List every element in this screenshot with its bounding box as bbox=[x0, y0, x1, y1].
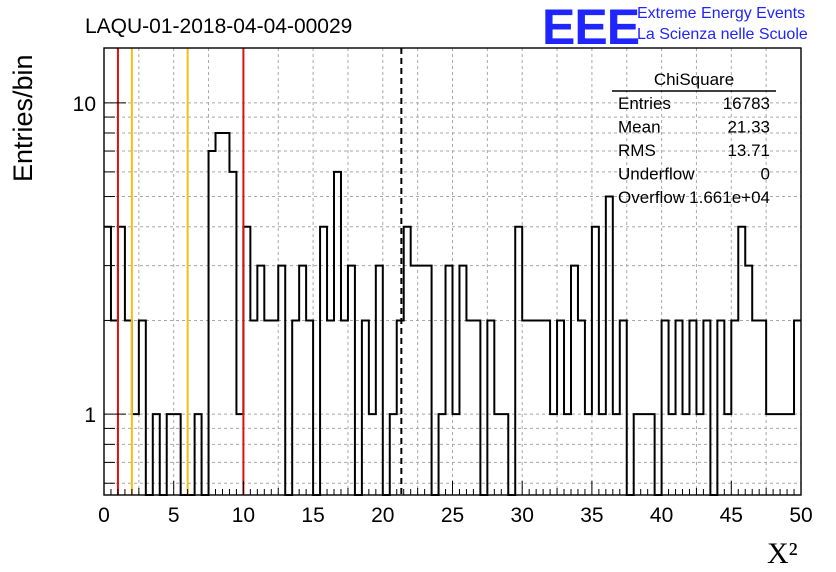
histogram-bin bbox=[229, 172, 236, 495]
histogram-bin bbox=[362, 320, 369, 495]
histogram-bin bbox=[738, 227, 745, 495]
histogram-bin bbox=[676, 320, 683, 495]
histogram-bin bbox=[397, 320, 404, 495]
histogram-bin bbox=[425, 266, 432, 495]
logo-line-2: La Scienza nelle Scuole bbox=[637, 26, 808, 43]
histogram-bin bbox=[125, 320, 132, 495]
histogram-bin bbox=[278, 266, 285, 495]
x-tick-label: 0 bbox=[98, 504, 110, 527]
x-tick-label: 30 bbox=[511, 504, 534, 527]
histogram-bin bbox=[327, 320, 334, 495]
stats-box: ChiSquare Entries 16783 Mean 21.33 RMS 13.71 U… bbox=[612, 70, 776, 207]
histogram-bin bbox=[446, 266, 453, 495]
stats-label: Mean bbox=[618, 118, 661, 137]
logo-line-1: Extreme Energy Events bbox=[637, 5, 805, 22]
axis-ticks: 0 5 10 15 20 25 30 35 40 45 50 1 10 bbox=[73, 93, 813, 527]
x-axis-label: X² bbox=[767, 537, 798, 570]
histogram-bin bbox=[703, 320, 710, 495]
histogram-bin bbox=[794, 320, 801, 495]
x-tick-label: 20 bbox=[371, 504, 394, 527]
histogram-bin bbox=[459, 266, 466, 495]
stats-label: Entries bbox=[618, 94, 671, 113]
histogram-bin bbox=[250, 320, 257, 495]
stats-value: 13.71 bbox=[727, 141, 770, 160]
histogram-bin bbox=[571, 266, 578, 495]
stats-label: Underflow bbox=[618, 165, 695, 184]
stats-title: ChiSquare bbox=[654, 70, 734, 89]
histogram-bin bbox=[536, 320, 543, 495]
y-axis-label: Entries/bin bbox=[8, 54, 38, 182]
histogram-bin bbox=[759, 320, 766, 495]
histogram-bin bbox=[118, 227, 125, 495]
histogram-bin bbox=[487, 320, 494, 495]
x-tick-label: 10 bbox=[232, 504, 255, 527]
histogram-bin bbox=[334, 172, 341, 495]
x-tick-label: 45 bbox=[720, 504, 743, 527]
histogram-bin bbox=[418, 266, 425, 495]
histogram-bin bbox=[529, 320, 536, 495]
histogram-outline bbox=[104, 131, 801, 496]
marker-lines bbox=[116, 48, 403, 495]
x-tick-label: 25 bbox=[441, 504, 464, 527]
histogram-bin bbox=[216, 133, 223, 495]
histogram-bin bbox=[264, 320, 271, 495]
histogram-bin bbox=[306, 320, 313, 495]
histogram-bin bbox=[222, 133, 229, 495]
y-tick-label: 10 bbox=[73, 93, 96, 116]
histogram-bin bbox=[606, 197, 613, 495]
x-tick-label: 50 bbox=[789, 504, 812, 527]
y-tick-label: 1 bbox=[84, 404, 96, 427]
histogram-bin bbox=[411, 266, 418, 495]
x-tick-label: 5 bbox=[168, 504, 180, 527]
x-tick-label: 15 bbox=[301, 504, 324, 527]
histogram-bin bbox=[620, 320, 627, 495]
histogram-bars bbox=[104, 131, 801, 496]
histogram-bin bbox=[271, 320, 278, 495]
x-tick-label: 35 bbox=[580, 504, 603, 527]
histogram-bin bbox=[522, 320, 529, 495]
histogram-bin bbox=[341, 320, 348, 495]
stats-value: 21.33 bbox=[727, 118, 770, 137]
histogram-bin bbox=[348, 266, 355, 495]
histogram-bin bbox=[473, 320, 480, 495]
stats-value: 1.661e+04 bbox=[689, 188, 770, 207]
histogram-bin bbox=[404, 227, 411, 495]
stats-value: 16783 bbox=[723, 94, 770, 113]
histogram-bin bbox=[299, 266, 306, 495]
histogram-bin bbox=[111, 320, 118, 495]
histogram-bin bbox=[662, 320, 669, 495]
histogram-bin bbox=[578, 320, 585, 495]
logo-mark: EEE bbox=[542, 0, 639, 55]
histogram-bin bbox=[320, 227, 327, 495]
histogram-bin bbox=[717, 320, 724, 495]
histogram-bin bbox=[752, 320, 759, 495]
histogram-bin bbox=[592, 227, 599, 495]
histogram-bin bbox=[292, 320, 299, 495]
histogram-bin bbox=[243, 227, 250, 495]
histogram-bin bbox=[557, 320, 564, 495]
histogram-bin bbox=[376, 266, 383, 495]
histogram-bin bbox=[515, 227, 522, 495]
chart-title: LAQU-01-2018-04-04-00029 bbox=[85, 15, 352, 38]
histogram-bin bbox=[543, 320, 550, 495]
histogram-bin bbox=[745, 266, 752, 495]
stats-label: RMS bbox=[618, 141, 656, 160]
histogram-bin bbox=[257, 266, 264, 495]
histogram-bin bbox=[689, 320, 696, 495]
histogram-bin bbox=[104, 227, 111, 495]
histogram-bin bbox=[731, 320, 738, 495]
histogram-bin bbox=[466, 320, 473, 495]
eee-logo: EEE Extreme Energy Events La Scienza nel… bbox=[542, 0, 808, 55]
histogram-bin bbox=[139, 320, 146, 495]
stats-label: Overflow bbox=[618, 188, 686, 207]
x-tick-label: 40 bbox=[650, 504, 673, 527]
histogram-bin bbox=[209, 151, 216, 495]
stats-value: 0 bbox=[761, 165, 770, 184]
